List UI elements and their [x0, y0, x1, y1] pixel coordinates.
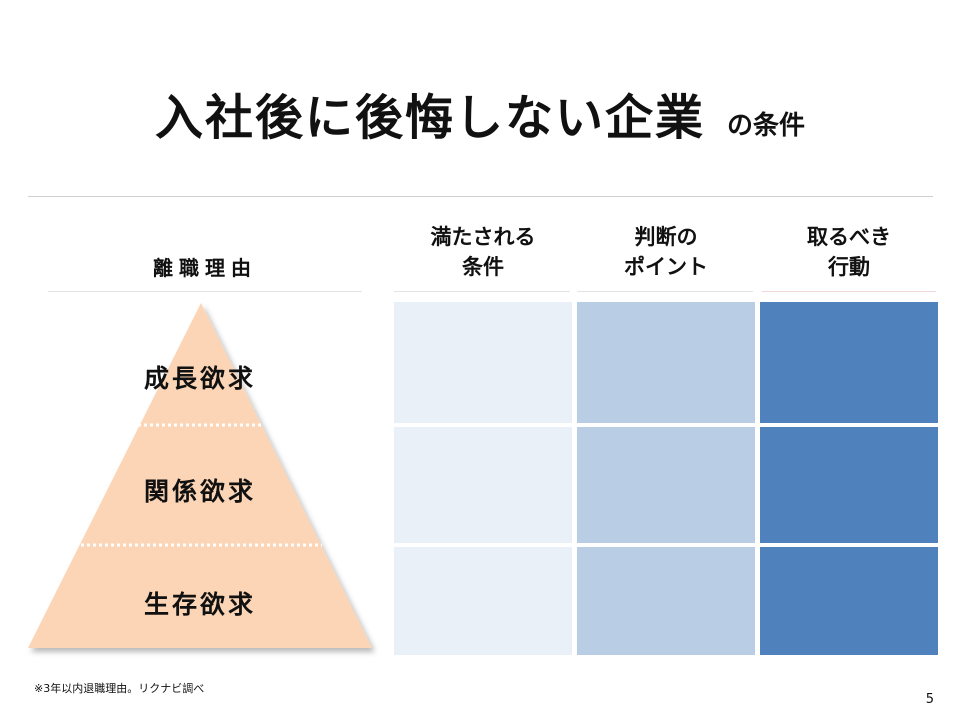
title-divider [28, 196, 933, 197]
slide-title: 入社後に後悔しない企業 の条件 [0, 78, 960, 148]
title-main: 入社後に後悔しない企業 [154, 90, 705, 146]
pyramid-level-growth: 成長欲求 [143, 364, 256, 393]
header-underline [394, 291, 570, 292]
reason-header: 離職理由 [153, 256, 257, 280]
grid-cell [577, 427, 755, 543]
footnote: ※3年以内退職理由。リクナビ調べ [34, 682, 205, 695]
page-number: 5 [925, 692, 934, 707]
grid-cell [394, 547, 572, 655]
grid-cell [760, 547, 938, 655]
grid-cell [577, 302, 755, 423]
col-header-conditions: 満たされる 条件 [430, 225, 536, 279]
header-underline [762, 291, 936, 292]
header-underline [48, 291, 362, 292]
col-header-points: 判断の ポイント [624, 225, 708, 279]
title-sub: の条件 [727, 111, 806, 141]
grid-cell [394, 302, 572, 423]
header-underline [577, 291, 753, 292]
pyramid-shape [28, 303, 372, 648]
pyramid-level-relatedness: 関係欲求 [143, 477, 256, 506]
grid-cell [394, 427, 572, 543]
pyramid-level-existence: 生存欲求 [143, 590, 256, 619]
col-header-actions: 取るべき 行動 [807, 225, 891, 279]
grid-cell [577, 547, 755, 655]
grid-cell [760, 427, 938, 543]
grid-cell [760, 302, 938, 423]
